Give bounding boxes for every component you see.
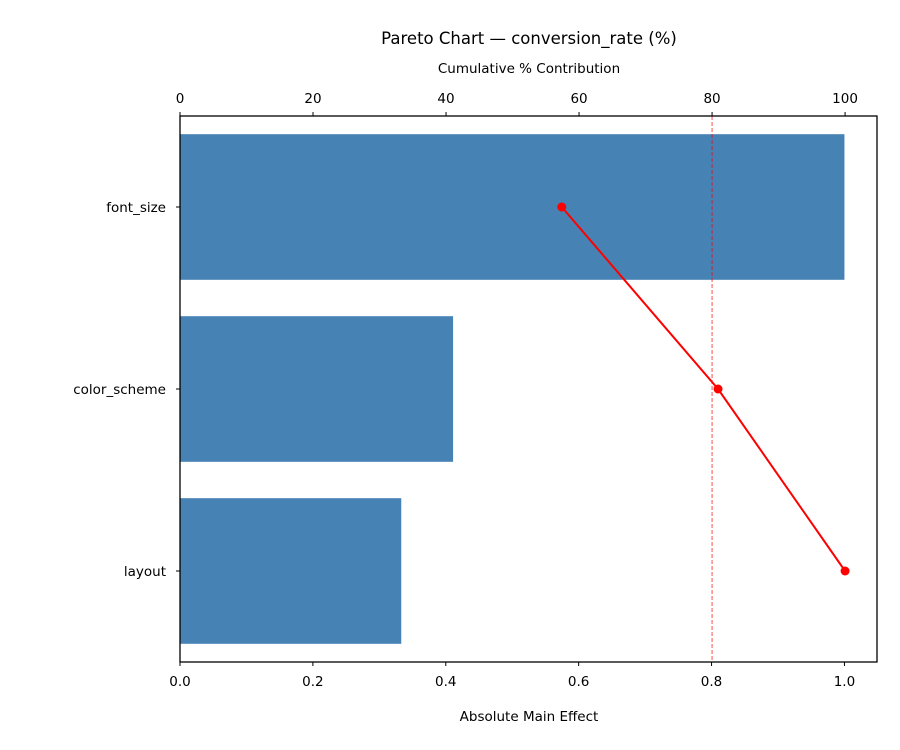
bar-color_scheme <box>180 316 454 462</box>
cumulative-point <box>557 202 567 212</box>
y-tick-label: color_scheme <box>73 382 166 398</box>
cumulative-line-series <box>557 202 850 576</box>
bottom-axis-label: Absolute Main Effect <box>460 709 599 725</box>
x-tick-label: 0.4 <box>435 674 456 690</box>
x2-tick-label: 100 <box>832 91 858 107</box>
x2-tick-label: 80 <box>703 91 720 107</box>
cumulative-point <box>840 566 850 576</box>
top-axis-label: Cumulative % Contribution <box>438 61 620 77</box>
chart-title: Pareto Chart — conversion_rate (%) <box>381 29 677 49</box>
x2-tick-label: 0 <box>176 91 185 107</box>
y-tick-label: font_size <box>106 200 166 216</box>
bottom-axis-ticks: 0.0 0.2 0.4 0.6 0.8 1.0 <box>169 662 855 690</box>
x-tick-label: 0.0 <box>169 674 190 690</box>
bar-series <box>180 134 845 644</box>
bar-font_size <box>180 134 845 280</box>
plot-area-frame <box>179 115 878 663</box>
bar-layout <box>180 498 402 644</box>
y-tick-label: layout <box>124 564 166 580</box>
x-tick-label: 1.0 <box>834 674 855 690</box>
x2-tick-label: 60 <box>570 91 587 107</box>
cumulative-point <box>713 384 723 394</box>
top-axis-ticks: 0 20 40 60 80 100 <box>176 91 858 116</box>
x-tick-label: 0.2 <box>302 674 323 690</box>
x2-tick-label: 40 <box>437 91 454 107</box>
x-tick-label: 0.6 <box>568 674 589 690</box>
x2-tick-label: 20 <box>304 91 321 107</box>
x-tick-label: 0.8 <box>701 674 722 690</box>
